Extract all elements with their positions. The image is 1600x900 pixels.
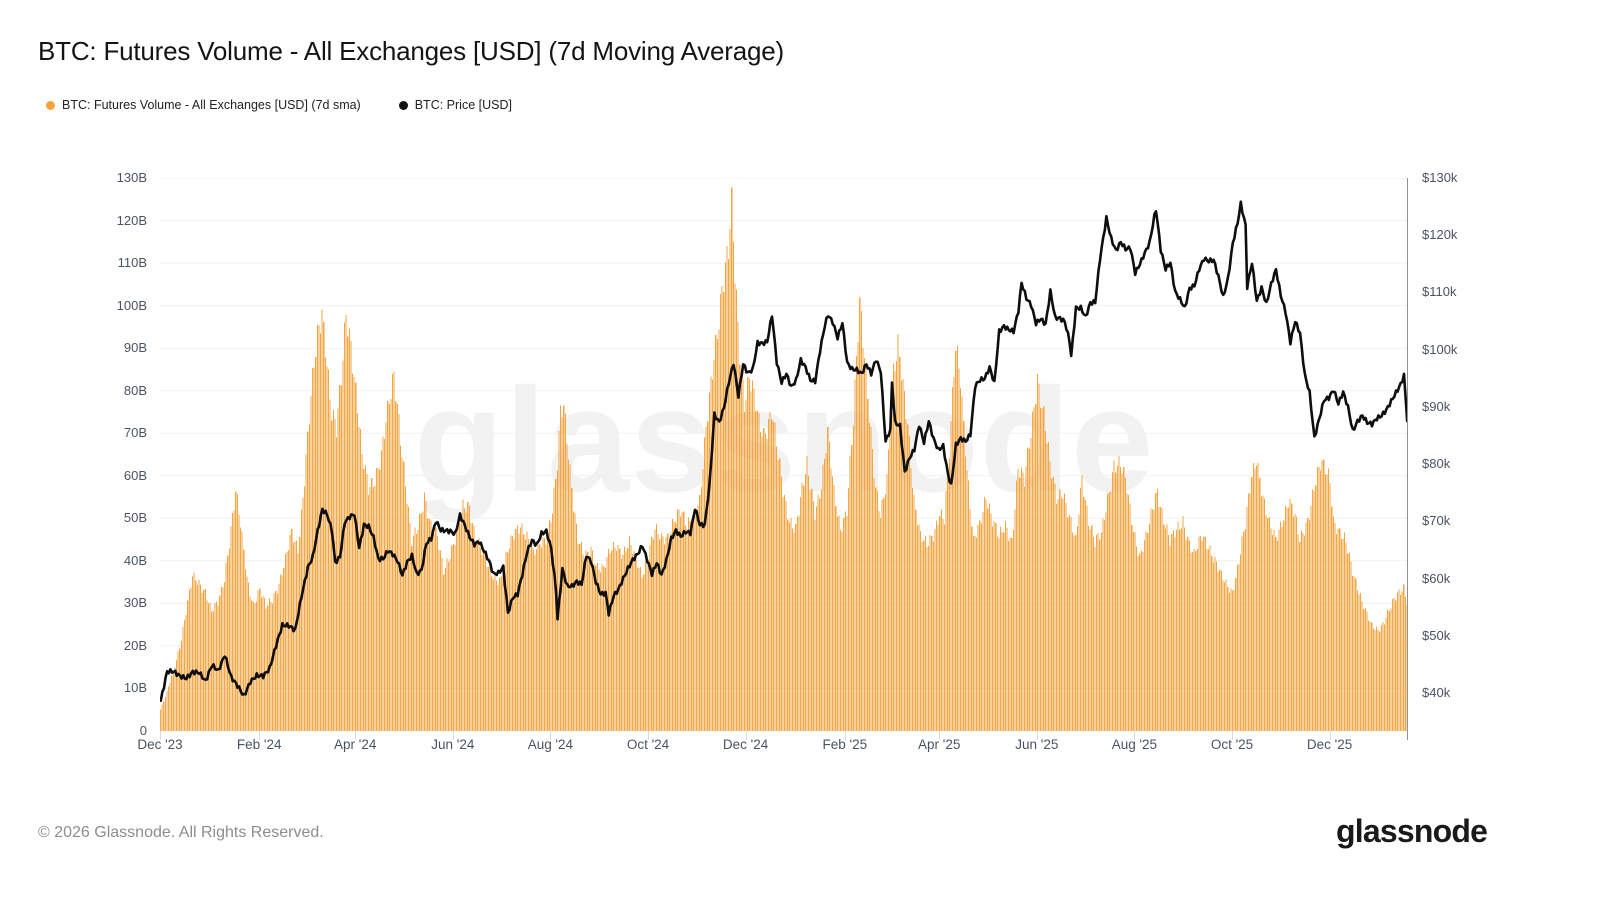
glassnode-logo: glassnode xyxy=(1336,813,1488,849)
x-axis-tick-mark xyxy=(550,731,552,740)
volume-bars xyxy=(160,187,1408,731)
y-axis-left-tick-label: 120B xyxy=(116,212,147,228)
x-axis-tick-mark xyxy=(745,731,747,740)
y-axis-left-tick-label: 10B xyxy=(123,680,147,696)
copyright-text: © 2026 Glassnode. All Rights Reserved. xyxy=(38,824,324,841)
y-axis-left-tick-label: 0 xyxy=(139,723,147,738)
x-axis-tick-label: Dec '24 xyxy=(722,737,769,752)
x-axis-tick-mark xyxy=(259,731,261,740)
x-axis-tick-label: Dec '25 xyxy=(1306,737,1353,752)
legend-item-label: BTC: Price [USD] xyxy=(414,98,512,112)
x-axis-tick-mark xyxy=(844,731,846,740)
price-series-dot-icon xyxy=(398,100,408,110)
page-title: BTC: Futures Volume - All Exchanges [USD… xyxy=(38,36,784,66)
y-axis-left-tick-label: 70B xyxy=(123,425,147,441)
y-axis-left-tick-label: 30B xyxy=(123,595,147,611)
x-axis-tick-label: Feb '24 xyxy=(236,737,282,752)
y-axis-right-tick-label: $90k xyxy=(1422,398,1451,414)
y-axis-right-tick-label: $110k xyxy=(1422,284,1457,300)
y-axis-left-tick-label: 80B xyxy=(123,382,147,398)
y-axis-left-tick-label: 60B xyxy=(123,467,147,483)
price-line xyxy=(160,200,1408,703)
y-axis-right-tick-label: $60k xyxy=(1422,570,1451,586)
y-axis-right-tick-label: $40k xyxy=(1422,685,1451,701)
x-axis-tick-label: Apr '25 xyxy=(918,737,961,752)
y-axis-right-tick-label: $100k xyxy=(1422,341,1458,357)
x-axis-tick-label: Jun '24 xyxy=(431,737,475,752)
x-axis-tick-label: Apr '24 xyxy=(334,737,377,752)
y-axis-left-tick-label: 90B xyxy=(123,340,147,356)
x-axis-tick-label: Oct '25 xyxy=(1210,737,1254,752)
x-axis-tick-label: Aug '25 xyxy=(1111,737,1158,752)
x-axis-tick-label: Jun '25 xyxy=(1015,737,1059,752)
y-axis-left-tick-label: 100B xyxy=(116,297,147,313)
y-axis-left-tick-label: 110B xyxy=(117,255,147,271)
x-axis-tick-label: Oct '24 xyxy=(626,737,670,752)
x-axis-tick-mark xyxy=(1329,731,1331,740)
x-axis-tick-label: Aug '24 xyxy=(527,737,574,752)
y-axis-left-tick-label: 40B xyxy=(123,552,147,568)
y-axis-right-tick-label: $80k xyxy=(1422,456,1451,472)
volume-series-dot-icon xyxy=(46,100,55,110)
y-axis-right-tick-label: $130k xyxy=(1422,170,1458,185)
right-axis-line xyxy=(1407,178,1408,740)
y-axis-left-tick-label: 130B xyxy=(116,170,147,185)
x-axis-tick-mark xyxy=(1036,731,1038,740)
y-axis-right-tick-label: $70k xyxy=(1422,513,1451,529)
y-axis-left-tick-label: 50B xyxy=(123,510,147,526)
x-axis-tick-mark xyxy=(939,731,941,740)
x-axis-tick-mark xyxy=(452,731,454,740)
y-axis-left-tick-label: 20B xyxy=(123,637,147,653)
legend-item-price[interactable]: BTC: Price [USD] xyxy=(398,98,512,112)
x-axis-tick-label: Dec '23 xyxy=(137,737,183,752)
legend-item-futures-volume[interactable]: BTC: Futures Volume - All Exchanges [USD… xyxy=(46,98,361,112)
x-axis-tick-mark xyxy=(1232,731,1233,740)
x-axis-tick-mark xyxy=(1134,731,1136,740)
chart-canvas[interactable] xyxy=(160,178,1408,731)
x-axis-tick-label: Feb '25 xyxy=(822,737,868,752)
x-axis-tick-mark xyxy=(648,731,649,740)
x-axis-tick-mark xyxy=(160,731,161,740)
legend-item-label: BTC: Futures Volume - All Exchanges [USD… xyxy=(62,98,361,112)
y-axis-right-tick-label: $120k xyxy=(1422,227,1458,243)
legend: BTC: Futures Volume - All Exchanges [USD… xyxy=(46,98,512,112)
x-axis-tick-mark xyxy=(355,731,357,740)
y-axis-right-tick-label: $50k xyxy=(1422,627,1451,643)
